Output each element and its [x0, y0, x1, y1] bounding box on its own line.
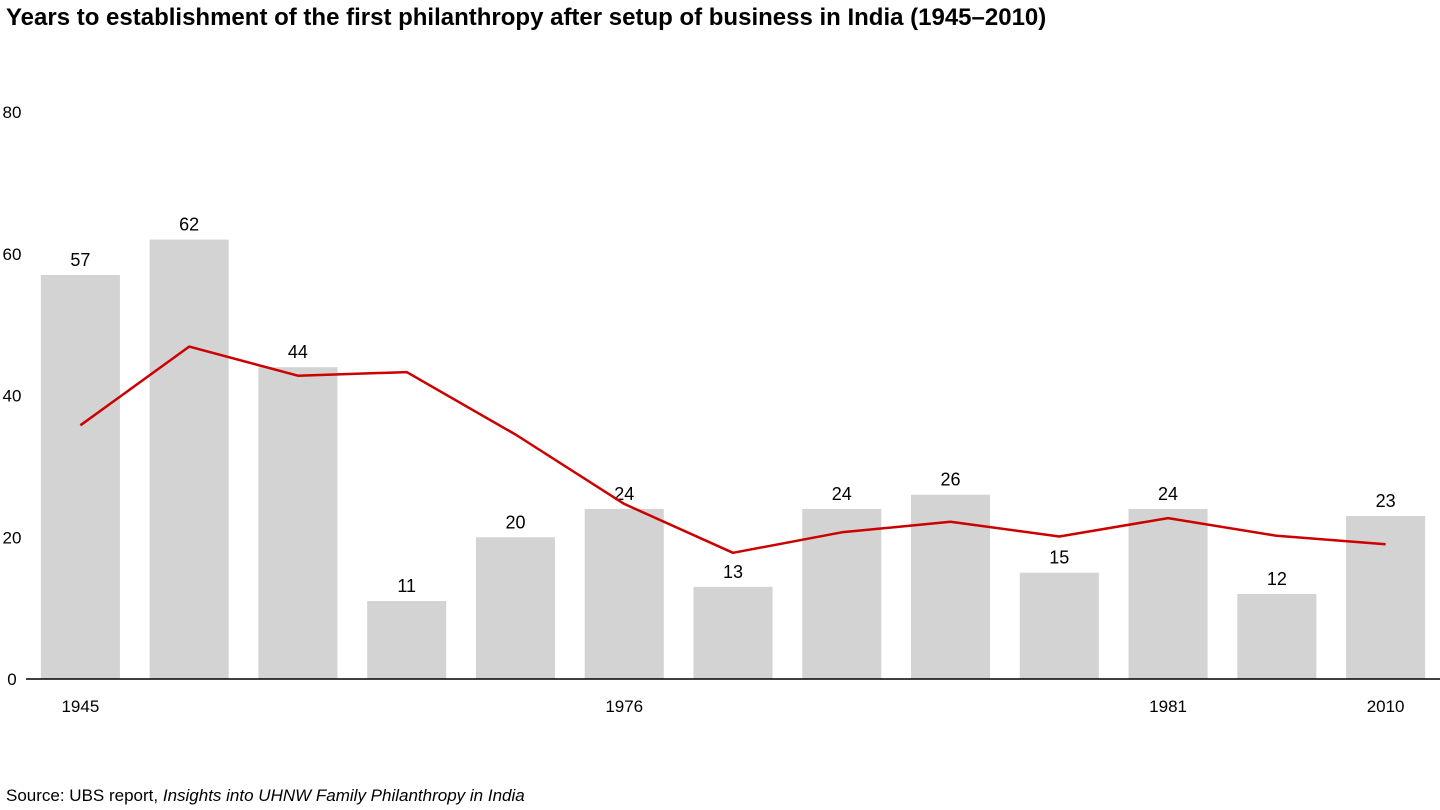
bar-data-label: 11 — [397, 576, 416, 596]
source-note: Source: UBS report, Insights into UHNW F… — [6, 786, 525, 806]
bar-data-labels: 57 62 44 11 20 24 13 24 26 15 24 12 23 — [70, 215, 1395, 596]
y-tick-label: 40 — [3, 387, 22, 406]
bar-data-label: 23 — [1376, 491, 1396, 511]
bar-data-label: 24 — [614, 484, 634, 504]
bar — [258, 367, 338, 679]
y-axis-ticks: 0 20 40 60 80 — [3, 103, 22, 689]
bar — [40, 275, 120, 679]
bar — [475, 537, 555, 679]
bar-data-label: 15 — [1049, 548, 1069, 568]
bar — [1019, 572, 1099, 679]
bar-data-label: 57 — [70, 250, 90, 270]
bar — [1128, 508, 1208, 679]
bars — [40, 239, 1426, 679]
x-axis-tick-labels: 1945 1976 1981 2010 — [61, 697, 1404, 716]
bar — [584, 508, 664, 679]
x-tick-label: 1945 — [61, 697, 99, 716]
bar-data-label: 62 — [179, 215, 199, 235]
source-title: Insights into UHNW Family Philanthropy i… — [162, 786, 525, 805]
bar-data-label: 20 — [505, 512, 525, 532]
y-tick-label: 20 — [3, 528, 22, 547]
bar-data-label: 44 — [288, 342, 308, 362]
x-tick-label: 1976 — [605, 697, 643, 716]
source-prefix: Source: UBS report, — [6, 786, 163, 805]
bar-data-label: 24 — [832, 484, 852, 504]
x-tick-label: 2010 — [1367, 697, 1405, 716]
y-tick-label: 80 — [3, 103, 22, 122]
trend-line — [79, 345, 1386, 555]
chart-title: Years to establishment of the first phil… — [6, 4, 1047, 31]
bar — [693, 586, 773, 679]
bar — [367, 601, 447, 679]
y-tick-label: 60 — [3, 245, 22, 264]
bar — [802, 508, 882, 679]
bar — [1346, 515, 1426, 679]
bar-data-label: 12 — [1267, 569, 1287, 589]
bar-data-label: 24 — [1158, 484, 1178, 504]
bar — [149, 239, 229, 679]
y-tick-label: 0 — [7, 670, 16, 689]
bar-data-label: 13 — [723, 562, 743, 582]
bar — [1237, 593, 1317, 679]
x-tick-label: 1981 — [1149, 697, 1187, 716]
bar-data-label: 26 — [941, 470, 961, 490]
chart: 0 20 40 60 80 57 62 44 11 20 24 13 24 26 15 24 12 23 194… — [3, 103, 1440, 716]
